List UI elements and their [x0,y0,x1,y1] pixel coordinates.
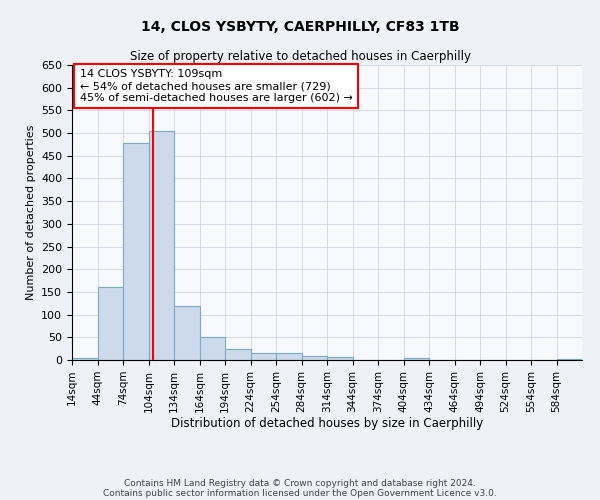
Text: 14 CLOS YSBYTY: 109sqm
← 54% of detached houses are smaller (729)
45% of semi-de: 14 CLOS YSBYTY: 109sqm ← 54% of detached… [80,70,353,102]
Bar [557,358,582,360]
Text: Size of property relative to detached houses in Caerphilly: Size of property relative to detached ho… [130,50,470,63]
Bar [174,306,199,360]
Bar [199,338,225,360]
Bar [123,143,149,360]
Text: 14, CLOS YSBYTY, CAERPHILLY, CF83 1TB: 14, CLOS YSBYTY, CAERPHILLY, CF83 1TB [140,20,460,34]
Text: Contains public sector information licensed under the Open Government Licence v3: Contains public sector information licen… [103,488,497,498]
X-axis label: Distribution of detached houses by size in Caerphilly: Distribution of detached houses by size … [171,418,483,430]
Text: Contains HM Land Registry data © Crown copyright and database right 2024.: Contains HM Land Registry data © Crown c… [124,478,476,488]
Bar [251,353,276,360]
Bar [327,357,353,360]
Bar [72,358,97,360]
Bar [404,358,429,360]
Bar [225,348,251,360]
Y-axis label: Number of detached properties: Number of detached properties [26,125,35,300]
Bar [276,353,302,360]
Bar [97,288,123,360]
Bar [149,132,174,360]
Bar [302,356,327,360]
